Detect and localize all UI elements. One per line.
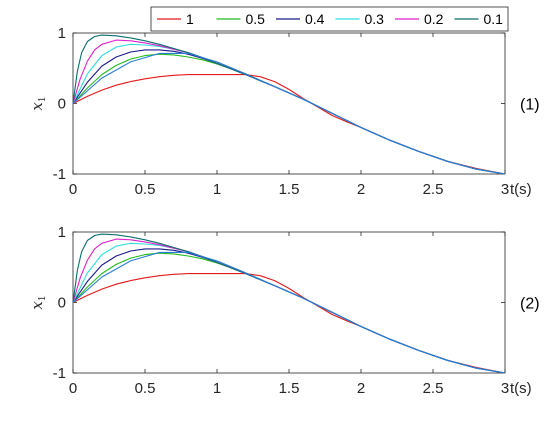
legend-label: 0.4 <box>305 11 325 27</box>
legend-label: 0.3 <box>365 11 385 27</box>
panel-label: (1) <box>520 97 540 114</box>
y-tick-label: 1 <box>58 224 66 241</box>
x-axis-label: t(s) <box>510 380 532 397</box>
panel-label: (2) <box>520 296 540 313</box>
x-tick-label: 3 <box>501 181 509 198</box>
x-tick-label: 2.5 <box>423 380 444 397</box>
x-tick-label: 0 <box>69 181 77 198</box>
x-tick-label: 1 <box>213 181 221 198</box>
x-tick-label: 2.5 <box>423 181 444 198</box>
legend-label: 1 <box>186 11 194 27</box>
axes-box <box>72 32 506 175</box>
x-axis-label: t(s) <box>510 181 532 198</box>
x-tick-label: 1.5 <box>279 380 300 397</box>
x-tick-label: 2 <box>357 380 365 397</box>
panel-1: 0 0.5 1 1.5 2 2.5 3 t(s)10-1x1 (1)1 0.5 0.4 0.3 0.2 0… <box>28 6 540 198</box>
y-tick-label: 1 <box>58 25 66 42</box>
x-tick-label: 0.5 <box>135 181 156 198</box>
x-tick-label: 1.5 <box>279 181 300 198</box>
y-tick-label: 0 <box>58 295 66 312</box>
x-tick-label: 0 <box>69 380 77 397</box>
x-tick-label: 0.5 <box>135 380 156 397</box>
x-tick-label: 2 <box>357 181 365 198</box>
series-line-unlabeled <box>72 52 506 175</box>
legend-label: 0.1 <box>484 11 504 27</box>
y-tick-label: -1 <box>53 365 66 382</box>
y-tick-label: -1 <box>53 166 66 183</box>
y-axis-label: x1 <box>28 295 48 309</box>
x-tick-label: 1 <box>213 380 221 397</box>
y-tick-label: 0 <box>58 96 66 113</box>
series-line-unlabeled <box>72 251 506 374</box>
y-axis-label: x1 <box>28 96 48 110</box>
legend-label: 0.5 <box>246 11 266 27</box>
legend-label: 0.2 <box>424 11 444 27</box>
axes-box <box>72 231 506 374</box>
panel-2: 0 0.5 1 1.5 2 2.5 3 t(s)10-1x1 (2) <box>28 224 540 397</box>
legend-box <box>150 6 509 32</box>
legend: 1 0.5 0.4 0.3 0.2 0.1 <box>150 6 509 32</box>
x-tick-label: 3 <box>501 380 509 397</box>
